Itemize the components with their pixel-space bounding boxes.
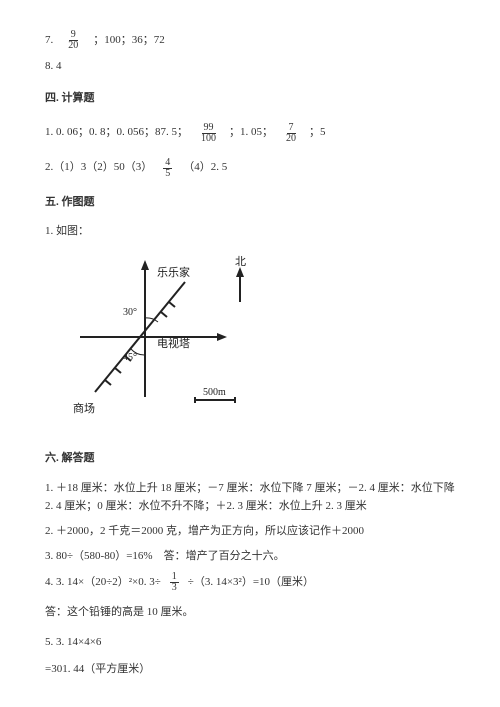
angle-45: 45° [123,352,137,363]
q8-text: 8. 4 [45,57,62,77]
s4-2-pre: 2.（1）3（2）50（3） [45,158,152,178]
s4-2-end: （4）2. 5 [183,158,227,178]
right-place-label: 电视塔 [157,336,190,350]
section-4-title: 四. 计算题 [45,89,455,109]
fraction-1-3: 1 3 [170,572,179,593]
s6-item-4-ans: 答：这个铅锤的高是 10 厘米。 [45,603,455,622]
fraction-7-20: 7 20 [284,123,298,144]
s4-1-end: ；5 [309,123,326,143]
direction-diagram: 北 乐乐家 30° 电视塔 45° 商场 500m [65,252,455,435]
section-5-title: 五. 作图题 [45,193,455,213]
s6-answers: 1. ＋18 厘米：水位上升 18 厘米；－7 厘米：水位下降 7 厘米；－2.… [45,479,455,679]
s6-item-1: 1. ＋18 厘米：水位上升 18 厘米；－7 厘米：水位下降 7 厘米；－2.… [45,479,455,516]
fraction-4-5: 4 5 [163,158,172,179]
diagram-svg: 北 乐乐家 30° 电视塔 45° 商场 500m [65,252,275,427]
s5-item-1: 1. 如图： [45,222,455,242]
fraction-9-20: 9 20 [66,30,80,51]
s4-1-mid: ；1. 05； [229,123,273,143]
s4-item-1: 1. 0. 06；0. 8；0. 056；87. 5； 99 100 ；1. 0… [45,123,455,144]
s4-1-pre: 1. 0. 06；0. 8；0. 056；87. 5； [45,123,188,143]
q7-num: 7. [45,31,53,51]
s4-item-2: 2.（1）3（2）50（3） 4 5 （4）2. 5 [45,158,455,179]
item-8: 8. 4 [45,57,455,77]
s6-item-4: 4. 3. 14×（20÷2）²×0. 3÷ 1 3 ÷（3. 14×3²）=1… [45,572,455,593]
bottom-place-label: 商场 [73,401,95,415]
item-7: 7. 9 20 ；100；36；72 [45,30,455,51]
s6-4-pre: 4. 3. 14×（20÷2）²×0. 3÷ [45,573,161,592]
north-label: 北 [235,255,246,268]
s6-item-2: 2. ＋2000，2 千克＝2000 克，增产为正方向，所以应该记作＋2000 [45,522,455,541]
angle-30: 30° [123,307,137,318]
s6-4-end: ÷（3. 14×3²）=10（厘米） [188,573,314,592]
scale-label: 500m [203,387,226,398]
section-6-title: 六. 解答题 [45,449,455,469]
s6-item-3: 3. 80÷（580-80）=16% 答：增产了百分之十六。 [45,547,455,566]
q7-rest: ；100；36；72 [93,31,165,51]
fraction-99-100: 99 100 [199,123,218,144]
s6-item-5b: =301. 44（平方厘米） [45,660,455,679]
s6-item-5a: 5. 3. 14×4×6 [45,633,455,652]
top-place-label: 乐乐家 [157,265,190,279]
